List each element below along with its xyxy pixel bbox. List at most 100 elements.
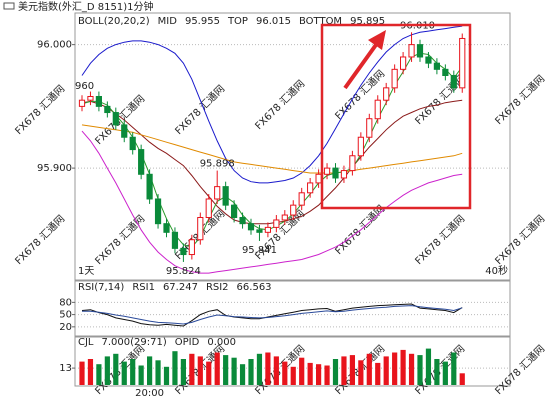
- indicator-line: [81, 25, 463, 184]
- toolbar-title: 美元指数(外汇_D 8151)1分钟: [18, 0, 154, 13]
- y-tick-label: 50: [59, 310, 72, 321]
- candle-body: [222, 186, 229, 206]
- indicator-line: [81, 99, 463, 225]
- candle-body: [264, 226, 271, 233]
- volume-bar: [358, 360, 364, 385]
- candle-body: [307, 182, 314, 194]
- indicator-label: CJL: [78, 337, 94, 348]
- legend-name: BOTTOM: [299, 16, 342, 27]
- indicator-line: [81, 124, 463, 174]
- legend-name: TOP: [227, 16, 248, 27]
- candle-body: [408, 44, 415, 58]
- candle-body: [332, 167, 339, 179]
- volume-bar: [155, 360, 161, 385]
- candle-body: [197, 216, 204, 241]
- volume-bar: [349, 355, 355, 385]
- volume-bar: [138, 365, 144, 385]
- candle-body: [180, 247, 187, 256]
- arrow-shaft: [343, 40, 380, 90]
- candle-body: [366, 118, 373, 138]
- legend-value: 67.247: [163, 282, 198, 293]
- y-tick-label: 96.000: [37, 40, 72, 51]
- volume-bar: [121, 361, 127, 385]
- candle-body: [374, 99, 381, 120]
- corner-label: 40秒: [485, 264, 508, 277]
- corner-label: 1天: [78, 266, 94, 277]
- indicator-line: [81, 52, 463, 248]
- volume-bar: [307, 362, 313, 385]
- legend-name: OPID: [175, 337, 200, 348]
- candle-body: [239, 216, 246, 225]
- rsi-line: [82, 305, 463, 325]
- candle-body: [247, 223, 255, 231]
- volume-bar: [87, 359, 94, 385]
- candle-body: [256, 229, 263, 233]
- legend-name: RSI2: [206, 282, 229, 293]
- volume-bar: [180, 359, 186, 385]
- rsi-line: [81, 303, 463, 327]
- volume-bar: [265, 352, 271, 385]
- toolbar-icon[interactable]: [3, 2, 15, 10]
- volume-bar: [392, 352, 398, 385]
- candle-body: [298, 192, 305, 206]
- candle-body: [104, 105, 111, 114]
- main-frame: [74, 12, 511, 281]
- volume-bar: [442, 361, 448, 385]
- arrow-head: [368, 30, 386, 50]
- candle-body: [138, 149, 145, 175]
- volume-bar: [197, 356, 203, 385]
- cjl-frame: [74, 336, 511, 387]
- volume-bar: [459, 373, 465, 385]
- volume-bar: [206, 361, 212, 385]
- candle-body: [357, 136, 364, 157]
- annotation: 960: [75, 81, 94, 92]
- volume-bar: [290, 366, 296, 385]
- candle-body: [188, 239, 195, 256]
- volume-bar: [383, 356, 389, 385]
- volume-bar: [375, 362, 381, 385]
- candle-body: [273, 219, 280, 228]
- legend-name: MID: [158, 16, 178, 27]
- volume-bar: [104, 356, 110, 385]
- volume-bar: [189, 353, 195, 385]
- y-tick-label: 80: [59, 297, 72, 308]
- candle-body: [146, 173, 153, 200]
- candle-body: [383, 87, 390, 101]
- candle-body: [400, 56, 407, 70]
- candle-body: [163, 223, 170, 233]
- candle-body: [214, 186, 221, 200]
- volume-bar: [96, 364, 102, 385]
- legend-value: 0.000: [207, 337, 236, 348]
- candle-body: [425, 56, 432, 64]
- volume-bar: [341, 356, 347, 385]
- candle-body: [121, 124, 128, 138]
- candle-body: [442, 68, 449, 77]
- volume-bar: [223, 355, 229, 385]
- candle-body: [323, 167, 331, 175]
- legend-value: 66.563: [237, 282, 272, 293]
- candle-body: [349, 155, 356, 172]
- candle-body: [391, 68, 398, 89]
- candle-body: [459, 37, 466, 89]
- volume-bar: [316, 364, 322, 385]
- highlight-box: [320, 23, 472, 210]
- volume-bar: [451, 352, 457, 385]
- volume-bar: [400, 349, 406, 385]
- candle-body: [433, 62, 440, 70]
- candle-body: [171, 231, 179, 249]
- y-tick-label: 20: [59, 322, 72, 333]
- volume-bar: [408, 353, 415, 385]
- volume-bar: [172, 351, 178, 385]
- candle-body: [95, 95, 103, 107]
- volume-bar: [163, 366, 170, 385]
- volume-bar: [248, 359, 254, 385]
- volume-bar: [434, 359, 440, 385]
- low-label: 95.824: [166, 266, 201, 277]
- indicator-line: [81, 130, 463, 274]
- y-tick-label: 13: [59, 363, 72, 374]
- volume-bar: [425, 348, 432, 385]
- candle-body: [154, 198, 162, 225]
- volume-bar: [147, 356, 153, 385]
